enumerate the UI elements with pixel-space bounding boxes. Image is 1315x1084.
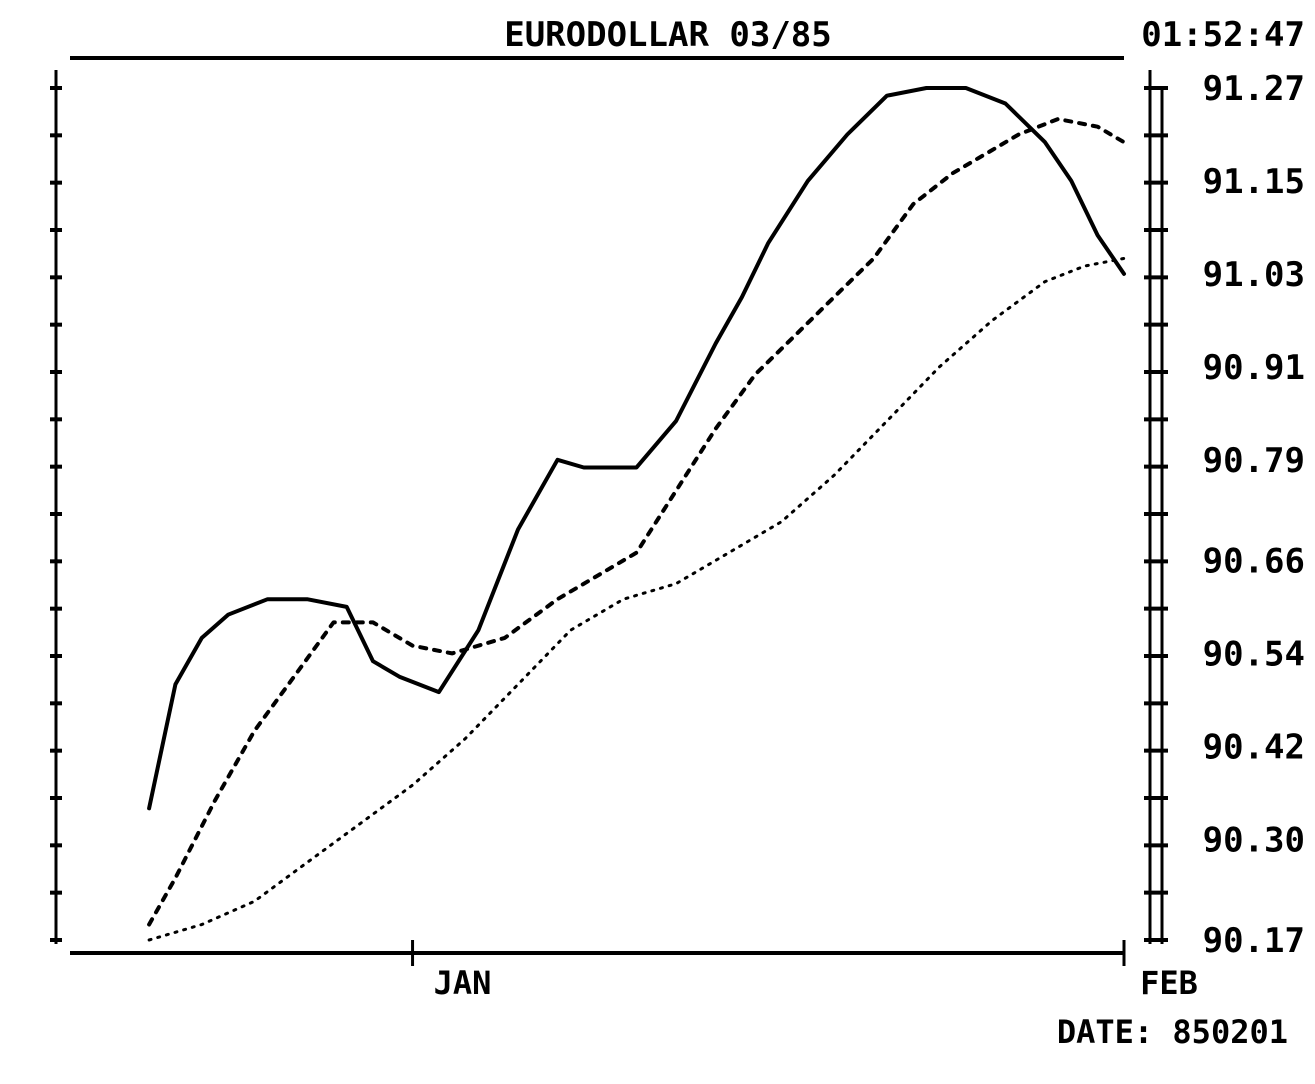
left-axis-ticks [50,86,62,942]
series-dashed-line [147,117,1126,927]
y-tick-label: 90.17 [1203,921,1305,961]
y-tick-label: 91.27 [1203,69,1305,109]
y-tick-label: 91.15 [1203,162,1305,202]
y-tick-label: 91.03 [1203,255,1305,295]
x-tick-label: FEB [1140,964,1198,1002]
x-axis-ticks: JAN FEB [411,940,1198,1002]
y-tick-label: 90.79 [1203,441,1305,481]
series-solid-line [147,86,1126,811]
series-layer [147,86,1126,942]
chart-title: EURODOLLAR 03/85 [504,15,832,55]
time-readout: 01:52:47 [1141,15,1305,55]
y-tick-label: 90.42 [1203,727,1305,767]
y-tick-label: 90.66 [1203,541,1305,581]
y-tick-label: 90.30 [1203,820,1305,860]
y-axis-labels: 91.27 91.15 91.03 90.91 90.79 90.66 90.54 90.42… [1203,69,1305,961]
x-tick-label: JAN [434,964,492,1002]
right-axis-ticks [1144,86,1168,942]
y-tick-label: 90.54 [1203,634,1305,674]
date-readout: DATE: 850201 [1057,1013,1288,1051]
y-tick-label: 90.91 [1203,348,1305,388]
series-dotted-line [147,256,1126,942]
